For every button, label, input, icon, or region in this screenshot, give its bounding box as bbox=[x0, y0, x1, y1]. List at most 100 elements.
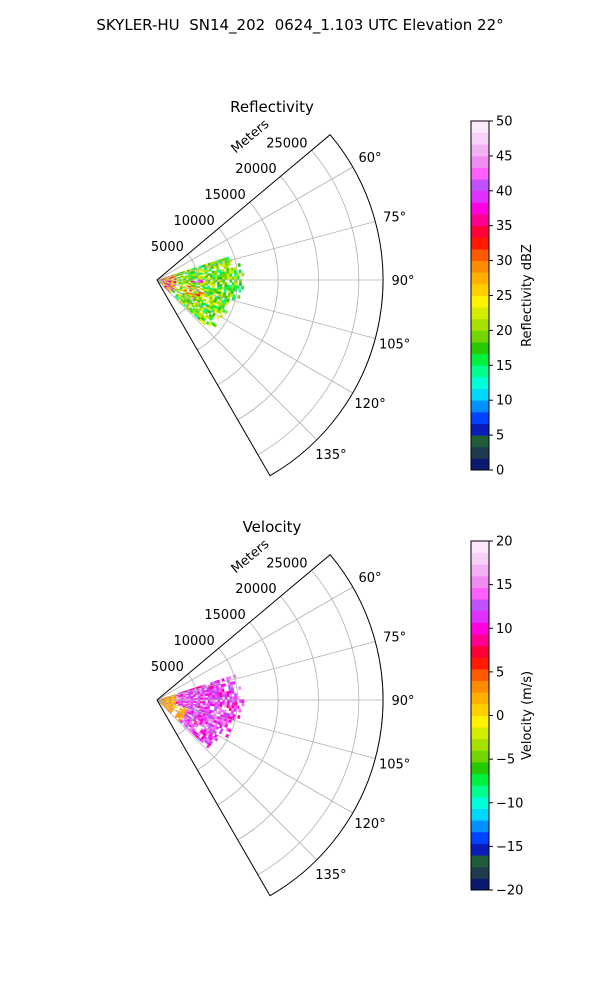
colorbar-segment bbox=[471, 552, 489, 565]
echo-cell bbox=[166, 278, 170, 280]
colorbar-segment bbox=[471, 634, 489, 647]
range-ring bbox=[237, 175, 319, 421]
echo-cell bbox=[212, 694, 216, 698]
echo-cell bbox=[217, 704, 220, 707]
echo-cell bbox=[185, 277, 189, 279]
echo-cell bbox=[171, 280, 175, 282]
colorbar-segment bbox=[471, 260, 489, 273]
echo-cell bbox=[219, 696, 223, 700]
echo-cell bbox=[226, 284, 230, 289]
echo-cell bbox=[178, 289, 182, 292]
azimuth-tick-label: 60° bbox=[359, 571, 382, 586]
colorbar-segment bbox=[471, 342, 489, 355]
colorbar-segment bbox=[471, 283, 489, 296]
echo-cell bbox=[231, 705, 235, 709]
colorbar-tick-label: −15 bbox=[496, 840, 523, 855]
colorbar-tick-label: 20 bbox=[496, 535, 513, 550]
azimuth-tick-label: 105° bbox=[379, 338, 410, 353]
echo-cell bbox=[222, 683, 227, 687]
echo-cell bbox=[225, 265, 229, 269]
echo-cell bbox=[193, 700, 196, 703]
colorbar-segment bbox=[471, 785, 489, 798]
range-ring bbox=[176, 253, 198, 316]
echo-cell bbox=[217, 701, 221, 705]
range-ring bbox=[257, 150, 360, 456]
echo-cell bbox=[207, 281, 211, 284]
echo-cell bbox=[238, 686, 242, 691]
echo-cell bbox=[192, 695, 196, 698]
echo-cell bbox=[214, 701, 218, 705]
echo-cell bbox=[233, 288, 237, 292]
echo-cell bbox=[214, 274, 218, 278]
echo-cell bbox=[224, 273, 228, 278]
echo-cell bbox=[229, 276, 233, 280]
range-ring bbox=[197, 227, 239, 351]
echo-cell bbox=[200, 695, 204, 699]
echo-cell bbox=[218, 730, 223, 735]
colorbar-tick-label: 5 bbox=[496, 665, 504, 680]
azimuth-gridline bbox=[156, 279, 376, 339]
echo-cell bbox=[226, 276, 230, 280]
colorbar-segment bbox=[471, 808, 489, 821]
echo-cell bbox=[217, 696, 221, 700]
echo-cell bbox=[211, 710, 215, 714]
echo-cell bbox=[202, 697, 206, 700]
echo-cell bbox=[219, 274, 223, 278]
azimuth-gridline bbox=[156, 641, 376, 701]
echo-cell bbox=[204, 273, 208, 277]
echo-cell bbox=[224, 691, 228, 695]
echo-cell bbox=[182, 692, 186, 695]
echo-cell bbox=[228, 675, 232, 680]
echo-cell bbox=[213, 708, 218, 712]
echo-cell bbox=[234, 693, 237, 697]
echo-cell bbox=[241, 285, 245, 290]
echo-field bbox=[156, 674, 245, 749]
echo-cell bbox=[200, 739, 205, 744]
colorbar-segment bbox=[471, 248, 489, 261]
echo-cell bbox=[169, 290, 172, 294]
echo-cell bbox=[202, 275, 206, 279]
colorbar-tick-label: −20 bbox=[496, 884, 523, 899]
echo-cell bbox=[205, 281, 208, 284]
colorbar-segment bbox=[471, 435, 489, 448]
colorbar-tick-label: −10 bbox=[496, 796, 523, 811]
colorbar-segment bbox=[471, 796, 489, 809]
colorbar-segment bbox=[471, 866, 489, 879]
echo-cell bbox=[221, 268, 225, 273]
echo-cell bbox=[178, 276, 182, 279]
colorbar-tick-label: 25 bbox=[496, 289, 513, 304]
echo-cell bbox=[197, 696, 201, 699]
echo-cell bbox=[224, 271, 228, 275]
panel-velocity: 60° 75° 90° 105° 120° 135° 5000 10000 15000 20000… bbox=[151, 518, 535, 899]
azimuth-gridline bbox=[156, 699, 353, 814]
echo-cell bbox=[214, 737, 219, 742]
echo-cell bbox=[209, 701, 213, 705]
colorbar-label: Reflectivity dBZ bbox=[520, 244, 535, 347]
colorbar-tick-label: 10 bbox=[496, 622, 513, 637]
echo-cell bbox=[221, 688, 225, 693]
echo-cell bbox=[224, 693, 228, 698]
figure-title: SKYLER-HU SN14_202 0624_1.103 UTC Elevat… bbox=[96, 16, 504, 34]
echo-cell bbox=[226, 704, 230, 709]
echo-cell bbox=[224, 281, 228, 286]
colorbar-segment bbox=[471, 738, 489, 751]
colorbar-segment bbox=[471, 645, 489, 658]
echo-cell bbox=[222, 701, 225, 705]
radial-tick-label: 20000 bbox=[235, 582, 276, 597]
radial-tick-label: 10000 bbox=[173, 634, 214, 649]
echo-cell bbox=[176, 697, 179, 699]
colorbar-segment bbox=[471, 458, 489, 471]
colorbar-segment bbox=[471, 237, 489, 250]
echo-cell bbox=[215, 726, 220, 730]
echo-cell bbox=[231, 282, 235, 286]
colorbar-segment bbox=[471, 831, 489, 844]
radial-tick-label: 25000 bbox=[266, 136, 307, 151]
echo-cell bbox=[188, 698, 192, 700]
echo-cell bbox=[209, 275, 213, 278]
colorbar-tick-label: 0 bbox=[496, 709, 504, 724]
colorbar-segment bbox=[471, 541, 489, 554]
echo-cell bbox=[190, 278, 194, 280]
echo-cell bbox=[187, 703, 191, 706]
radial-tick-label: 20000 bbox=[235, 162, 276, 177]
